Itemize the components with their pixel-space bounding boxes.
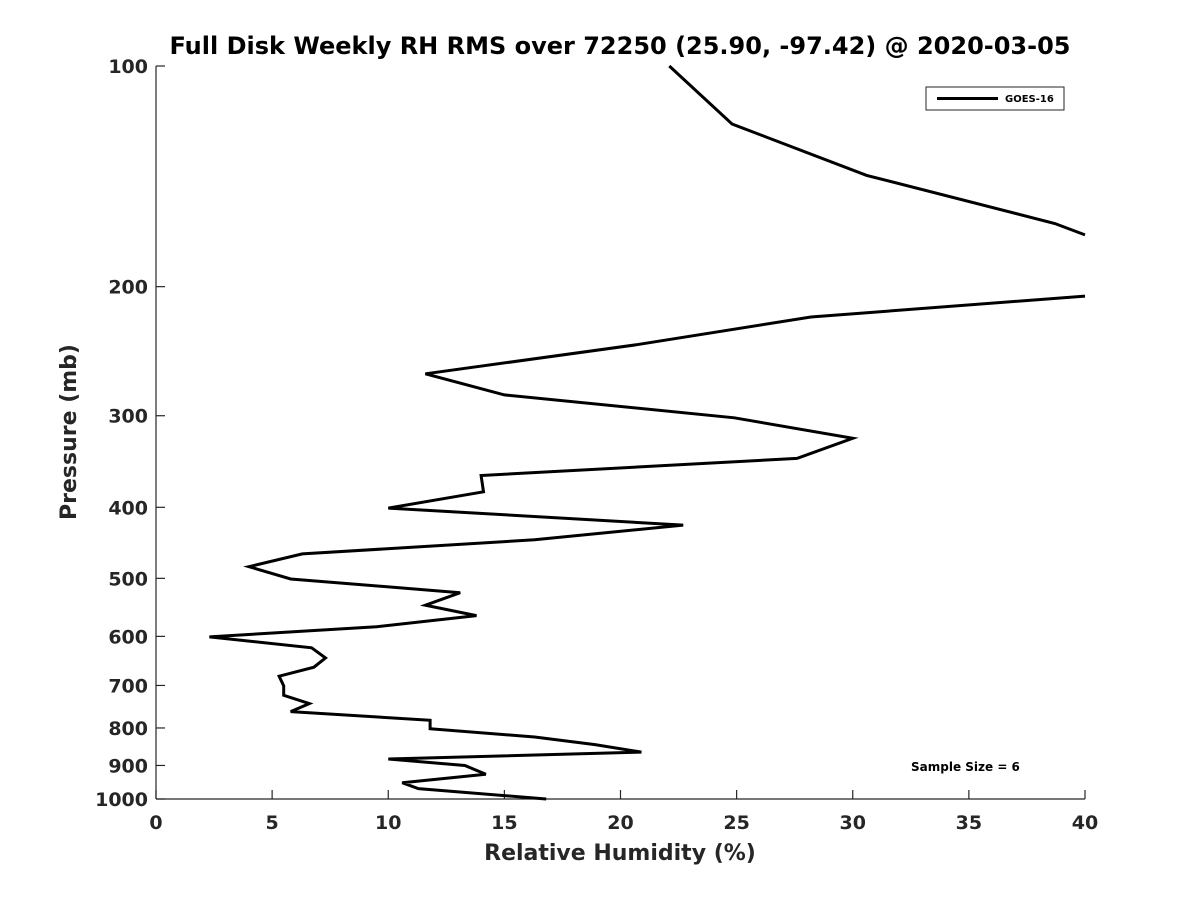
x-tick-label: 25 bbox=[723, 812, 749, 834]
x-tick-label: 0 bbox=[149, 812, 162, 834]
series-layer bbox=[209, 64, 1086, 801]
x-tick-label: 5 bbox=[266, 812, 279, 834]
x-tick-label: 35 bbox=[956, 812, 982, 834]
legend: GOES-16 bbox=[925, 86, 1065, 111]
x-axis-label: Relative Humidity (%) bbox=[484, 841, 756, 866]
y-tick-label: 1000 bbox=[95, 789, 148, 811]
y-tick-label: 700 bbox=[108, 675, 148, 697]
legend-label: GOES-16 bbox=[1005, 94, 1054, 105]
x-tick-label: 30 bbox=[840, 812, 866, 834]
series-line-goes-16 bbox=[209, 64, 1086, 801]
x-tick-label: 15 bbox=[491, 812, 517, 834]
y-tick-label: 300 bbox=[108, 406, 148, 428]
y-tick-label: 800 bbox=[108, 718, 148, 740]
y-tick-label: 500 bbox=[108, 568, 148, 590]
x-tick-label: 20 bbox=[607, 812, 633, 834]
y-axis-label: Pressure (mb) bbox=[57, 344, 82, 520]
x-tick-label: 40 bbox=[1072, 812, 1098, 834]
chart-title: Full Disk Weekly RH RMS over 72250 (25.9… bbox=[169, 32, 1070, 60]
y-tick-label: 100 bbox=[108, 56, 148, 78]
y-tick-label: 400 bbox=[108, 497, 148, 519]
sample-size-annotation: Sample Size = 6 bbox=[911, 760, 1020, 774]
x-ticks: 0 5 10 15 20 25 30 35 40 bbox=[149, 790, 1098, 834]
y-tick-label: 200 bbox=[108, 277, 148, 299]
y-tick-label: 900 bbox=[108, 755, 148, 777]
x-tick-label: 10 bbox=[375, 812, 401, 834]
y-ticks: 100 200 300 400 500 600 700 800 900 1000 bbox=[95, 56, 165, 811]
y-tick-label: 600 bbox=[108, 626, 148, 648]
